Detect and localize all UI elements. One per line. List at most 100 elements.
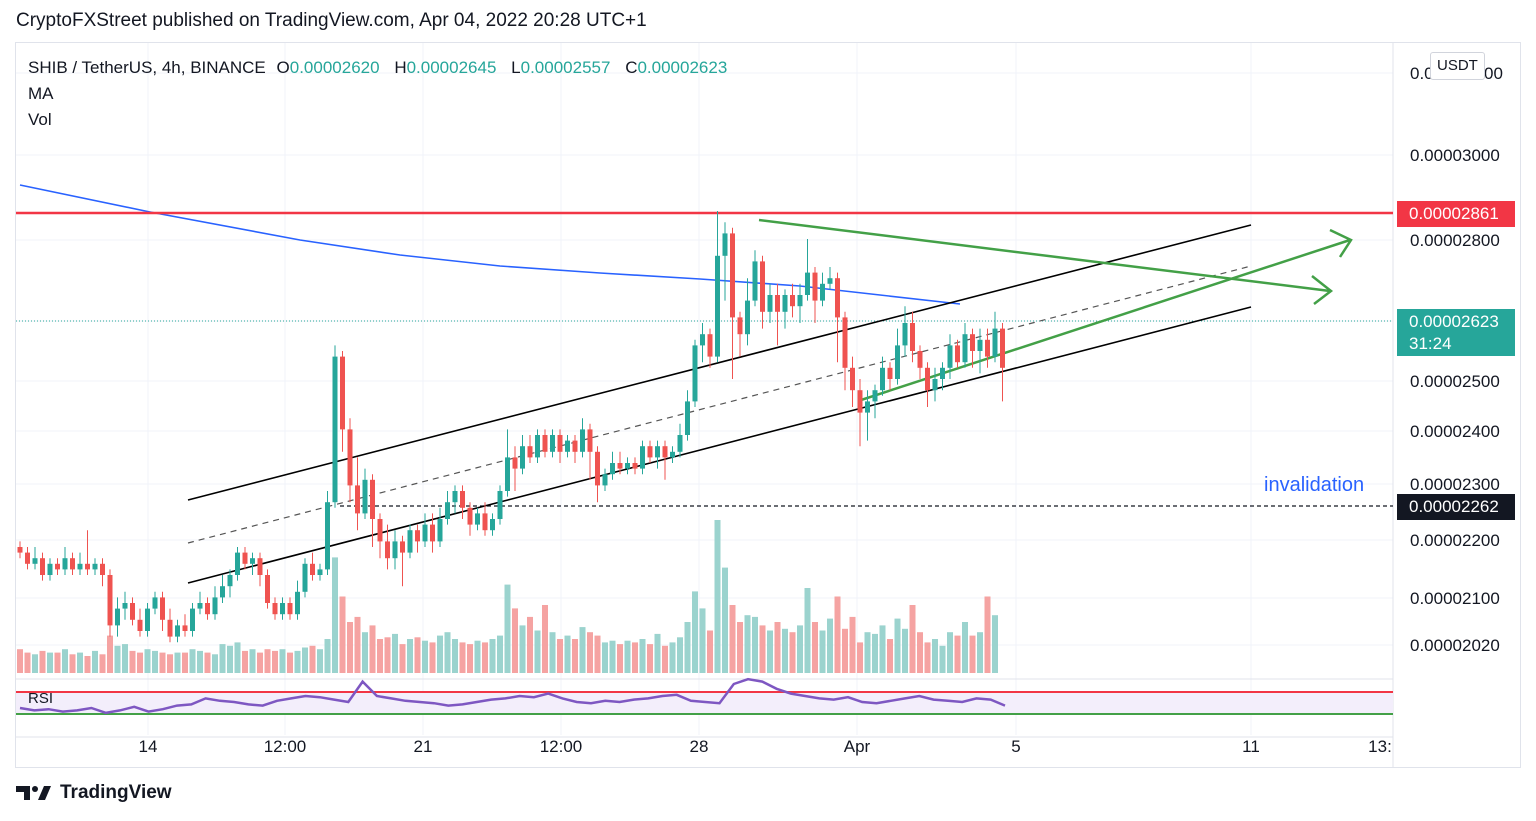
volume-bar <box>699 608 706 673</box>
candle-body <box>520 446 525 469</box>
volume-bar <box>339 596 346 673</box>
publisher-header: CryptoFXStreet published on TradingView.… <box>16 10 647 31</box>
volume-bar <box>324 639 331 673</box>
candle-body <box>617 463 623 469</box>
volume-bar <box>152 650 158 673</box>
volume-bar <box>99 654 106 673</box>
candle-body <box>910 323 915 351</box>
candle-body <box>730 233 735 318</box>
candle-body <box>182 625 188 631</box>
volume-bar <box>122 644 128 673</box>
volume-bar <box>504 584 511 673</box>
candle-body <box>527 446 533 458</box>
candle-body <box>752 261 758 301</box>
volume-bar <box>302 647 308 673</box>
candle-body <box>992 328 998 357</box>
footer-brand[interactable]: TradingView <box>16 782 172 804</box>
volume-bar <box>377 639 383 673</box>
candle-body <box>452 491 458 503</box>
volume-bar <box>362 632 368 673</box>
candle-body <box>115 608 120 626</box>
candle-body <box>175 625 180 637</box>
candle-body <box>775 295 780 312</box>
volume-bar <box>669 642 676 673</box>
candle-body <box>700 334 705 346</box>
volume-bar <box>947 632 953 673</box>
volume-bar <box>602 642 608 673</box>
volume-bar <box>159 652 166 673</box>
candle-body <box>737 317 743 335</box>
candle-body <box>820 283 825 301</box>
candle-body <box>880 367 885 391</box>
candle-body <box>415 530 420 542</box>
candle-body <box>130 603 135 620</box>
volume-bar <box>894 618 901 673</box>
time-tick-label: 13: <box>1368 737 1392 756</box>
candle-body <box>310 563 315 575</box>
candle-body <box>512 457 518 469</box>
volume-bar <box>54 652 61 673</box>
volume-bar <box>167 654 173 673</box>
low-value: 0.00002557 <box>520 58 611 77</box>
candle-body <box>535 435 540 458</box>
volume-bar <box>924 642 931 673</box>
candle-body <box>167 619 173 637</box>
volume-bar <box>737 622 743 673</box>
volume-bar <box>752 616 758 673</box>
volume-bar <box>557 639 563 673</box>
candle-body <box>205 603 210 615</box>
indicator-vol[interactable]: Vol <box>28 110 52 129</box>
open-value: 0.00002620 <box>289 58 380 77</box>
invalidation-annotation: invalidation <box>1264 474 1365 496</box>
volume-bar <box>92 650 98 673</box>
candle-body <box>62 558 68 570</box>
currency-button[interactable]: USDT <box>1430 52 1485 80</box>
indicator-ma[interactable]: MA <box>28 84 54 103</box>
candle-body <box>370 479 375 519</box>
resistance-price-label: 0.00002861 <box>1397 201 1515 227</box>
channel-upper-line <box>187 224 1252 501</box>
candle-body <box>767 295 773 312</box>
volume-bar <box>264 649 271 673</box>
moving-average-line <box>19 184 961 305</box>
volume-bar <box>204 652 211 673</box>
volume-bar <box>437 635 443 673</box>
volume-bar <box>354 616 361 673</box>
candle-body <box>812 272 818 301</box>
volume-bar <box>467 644 473 673</box>
volume-bar <box>107 635 113 673</box>
volume-bar <box>684 622 691 673</box>
volume-bar <box>804 588 811 673</box>
candle-body <box>940 367 945 379</box>
rsi-line <box>19 677 1006 715</box>
volume-bar <box>512 608 518 673</box>
candle-body <box>107 575 113 626</box>
volume-bar <box>137 652 143 673</box>
symbol-label[interactable]: SHIB / TetherUS, 4h, BINANCE <box>28 58 266 77</box>
candle-body <box>580 429 585 452</box>
candle-body <box>490 519 495 531</box>
candle-body <box>565 440 570 452</box>
tradingview-logo-icon <box>16 784 52 802</box>
chart-legend: SHIB / TetherUS, 4h, BINANCE O0.00002620… <box>28 55 737 133</box>
volume-bar <box>579 627 586 673</box>
candle-body <box>212 597 218 615</box>
volume-bar <box>834 596 841 673</box>
volume-bar <box>242 650 248 673</box>
volume-bar <box>32 654 38 673</box>
volume-bar <box>279 649 286 673</box>
candle-body <box>505 457 510 491</box>
candle-body <box>677 435 683 452</box>
rsi-label[interactable]: RSI <box>28 690 54 707</box>
invalidation-price-label: 0.00002262 <box>1397 494 1515 520</box>
time-tick-label: 21 <box>414 737 433 756</box>
candle-body <box>865 401 870 413</box>
time-tick-label: 28 <box>690 737 709 756</box>
candle-body <box>625 463 630 469</box>
candle-body <box>572 440 578 452</box>
volume-bar <box>519 625 526 673</box>
volume-bar <box>549 632 556 673</box>
candle-body <box>977 339 983 351</box>
candle-body <box>92 563 98 570</box>
